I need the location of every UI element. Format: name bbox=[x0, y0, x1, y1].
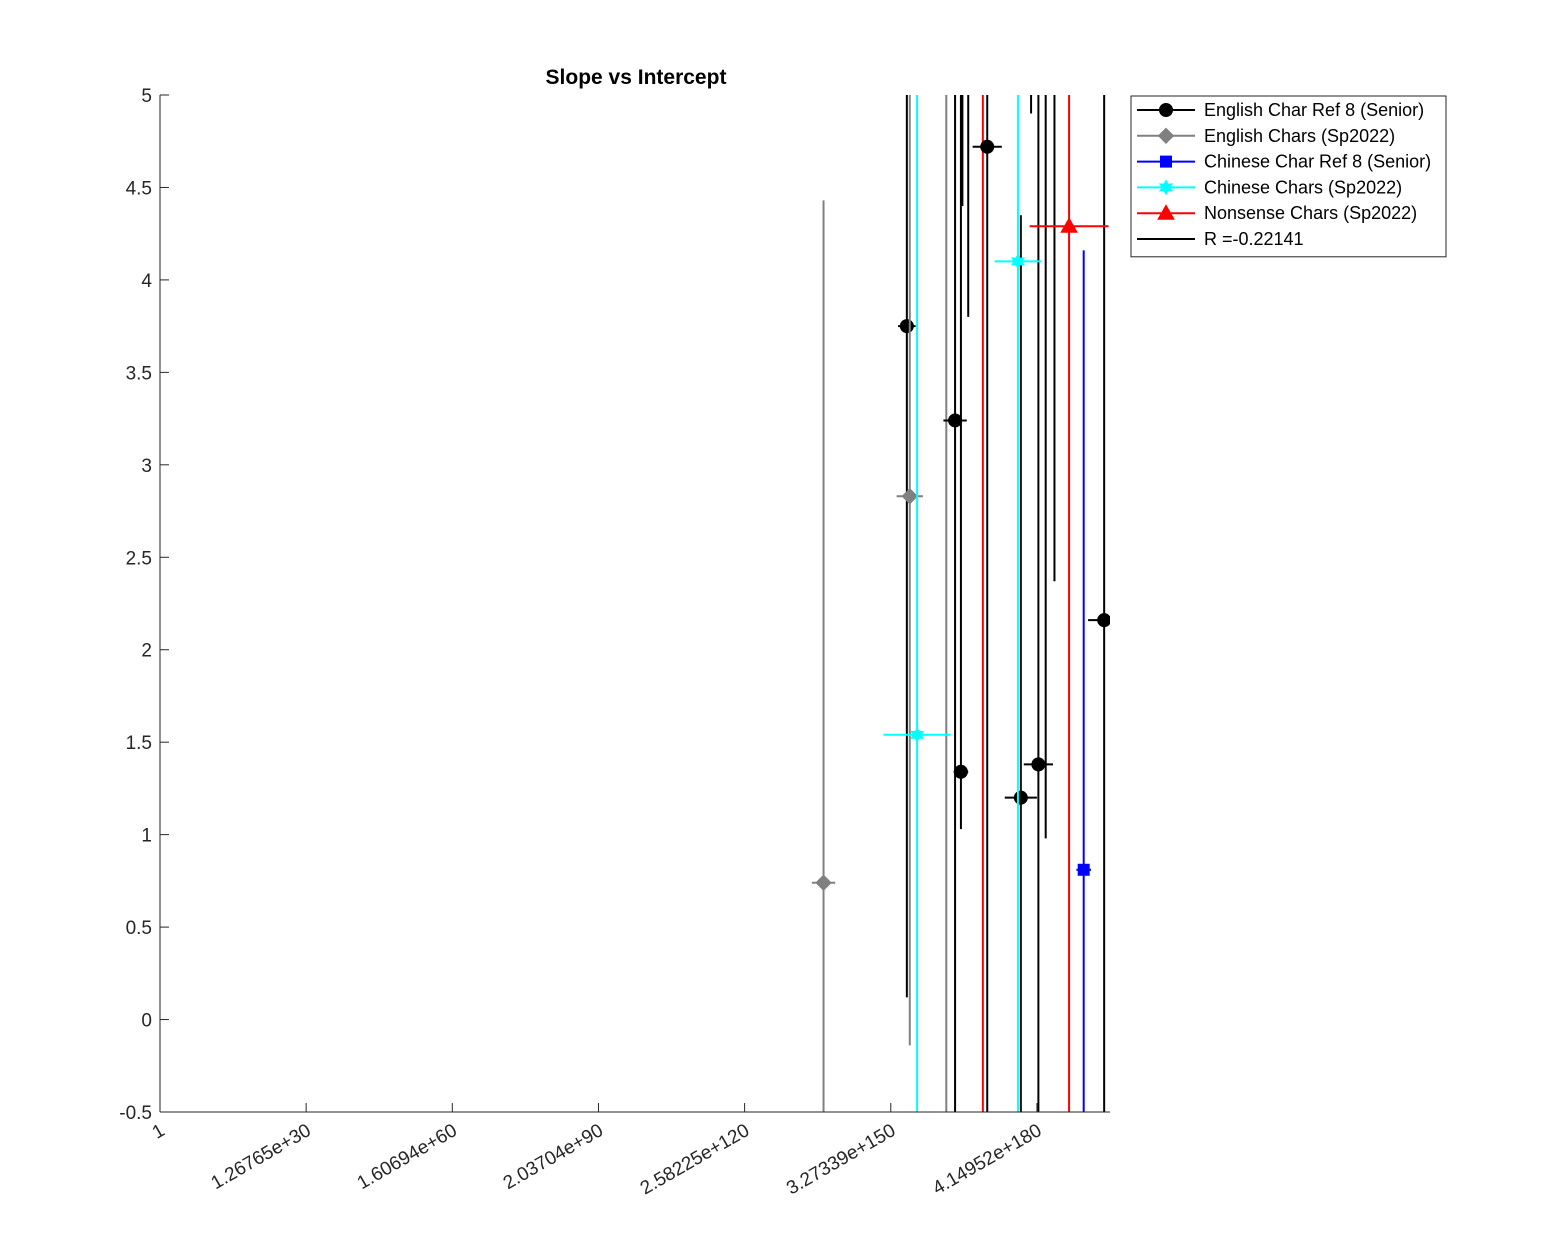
legend-label: Chinese Char Ref 8 (Senior) bbox=[1204, 152, 1431, 172]
legend: English Char Ref 8 (Senior) English Chars… bbox=[1130, 95, 1447, 258]
legend-label: English Chars (Sp2022) bbox=[1204, 126, 1395, 146]
data-point bbox=[910, 726, 925, 743]
y-tick-label: 3.5 bbox=[126, 363, 152, 384]
y-tick-label: -0.5 bbox=[119, 1103, 152, 1124]
chart-title: Slope vs Intercept bbox=[546, 66, 727, 89]
legend-marker bbox=[1157, 204, 1175, 220]
y-tick-label: 1 bbox=[141, 826, 152, 847]
data-point bbox=[1010, 253, 1025, 270]
legend-label: English Char Ref 8 (Senior) bbox=[1204, 100, 1424, 120]
data-point bbox=[901, 488, 918, 505]
legend-box bbox=[1130, 95, 1447, 258]
y-tick-label: 5 bbox=[141, 86, 152, 107]
y-tick-label: 4 bbox=[141, 271, 152, 292]
data-point bbox=[953, 764, 968, 779]
legend-label: R =-0.22141 bbox=[1204, 229, 1304, 249]
y-tick-label: 2 bbox=[141, 641, 152, 662]
data-point bbox=[899, 319, 914, 334]
legend-marker bbox=[1158, 179, 1174, 196]
y-tick-label: 0 bbox=[141, 1011, 152, 1032]
legend-label: Nonsense Chars (Sp2022) bbox=[1204, 203, 1417, 223]
data-point bbox=[815, 874, 832, 891]
y-tick-label: 4.5 bbox=[126, 178, 152, 199]
data-point bbox=[980, 139, 995, 154]
data-point bbox=[1077, 863, 1090, 876]
data-point bbox=[948, 413, 963, 428]
data-point bbox=[1013, 790, 1028, 805]
plot-area bbox=[811, 95, 1110, 1112]
y-tick-label: 3 bbox=[141, 456, 152, 477]
legend-label: Chinese Chars (Sp2022) bbox=[1204, 177, 1402, 197]
data-point bbox=[1031, 757, 1046, 772]
legend-marker bbox=[1159, 103, 1173, 117]
legend-marker bbox=[1157, 127, 1175, 145]
y-tick-label: 0.5 bbox=[126, 918, 152, 939]
legend-marker bbox=[1160, 155, 1172, 168]
y-tick-label: 1.5 bbox=[126, 733, 152, 754]
plot-data-layer bbox=[811, 95, 1110, 1112]
data-point bbox=[1097, 613, 1110, 628]
y-tick-label: 2.5 bbox=[126, 548, 152, 569]
data-point bbox=[1060, 217, 1078, 233]
